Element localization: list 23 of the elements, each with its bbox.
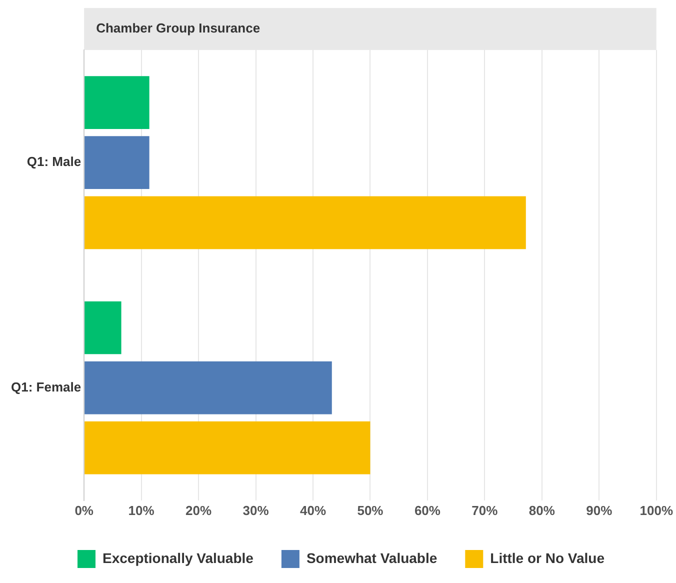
x-tick-label: 30%: [242, 502, 270, 518]
bar: [84, 361, 332, 414]
bar: [84, 196, 526, 250]
x-tick-label: 60%: [414, 502, 441, 518]
legend-label: Little or No Value: [490, 550, 605, 566]
legend-label: Exceptionally Valuable: [102, 550, 254, 566]
bar: [84, 301, 122, 354]
x-tick-label: 10%: [128, 502, 155, 518]
y-tick-label: Q1: Female: [10, 379, 82, 394]
chart-title: Chamber Group Insurance: [96, 20, 260, 36]
x-tick-label: 100%: [640, 502, 674, 518]
x-tick-label: 70%: [472, 502, 498, 518]
x-tick-label: 20%: [186, 502, 212, 518]
x-tick-label: 0%: [74, 502, 94, 518]
bar: [84, 76, 150, 129]
x-tick-label: 80%: [528, 502, 556, 518]
x-tick-label: 40%: [300, 502, 326, 518]
x-tick-label: 90%: [586, 502, 613, 518]
bar: [84, 136, 150, 190]
y-tick-label: Q1: Male: [26, 154, 82, 170]
legend-label: Somewhat Valuable: [306, 550, 438, 566]
x-tick-label: 50%: [357, 502, 384, 518]
bar: [84, 421, 370, 474]
